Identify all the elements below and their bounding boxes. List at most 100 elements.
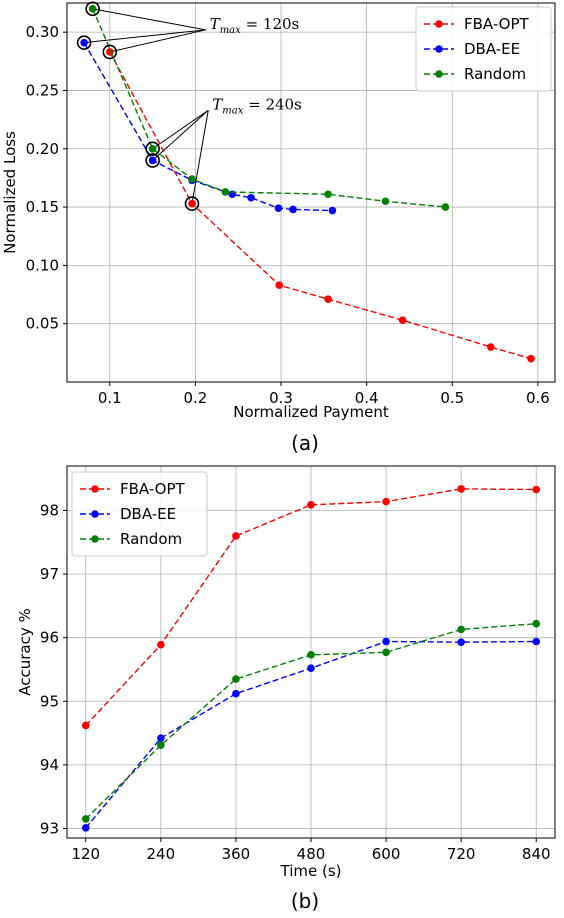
- data-point: [532, 485, 541, 494]
- y-tick-label: 96: [40, 629, 59, 647]
- legend-swatch-marker: [435, 70, 443, 78]
- x-tick-label: 480: [297, 845, 326, 863]
- data-point: [157, 734, 165, 742]
- data-point: [457, 638, 465, 646]
- data-point: [307, 664, 315, 673]
- annotation-text-rest: = 120s: [241, 15, 299, 33]
- circled-point-marker: [76, 35, 92, 50]
- data-point: [81, 815, 90, 823]
- y-tick-label: 0.10: [26, 256, 59, 274]
- x-tick-label: 0.4: [355, 389, 379, 407]
- x-tick-label: 0.5: [440, 389, 464, 407]
- data-point: [157, 741, 165, 749]
- x-tick-label: 360: [222, 845, 251, 863]
- legend-label: FBA-OPT: [120, 480, 186, 498]
- annotation-1: Tmax = 240s: [152, 95, 302, 204]
- x-tick-label: 720: [447, 845, 476, 863]
- legend-item-dba-ee: DBA-EE: [424, 40, 520, 58]
- data-point: [457, 485, 465, 493]
- data-point: [382, 648, 390, 657]
- y-tick-label: 98: [40, 502, 59, 520]
- y-axis-label: Accuracy %: [16, 608, 34, 696]
- data-point: [328, 206, 337, 215]
- x-axis-label: Time (s): [280, 862, 342, 880]
- x-tick-label: 0.1: [98, 389, 122, 407]
- x-axis-label: Normalized Payment: [233, 403, 389, 421]
- data-point: [80, 38, 88, 47]
- data-point: [232, 675, 240, 683]
- data-point: [441, 203, 450, 211]
- circled-point-marker: [145, 153, 160, 168]
- series-dba-ee: [80, 38, 337, 215]
- data-point: [221, 188, 230, 196]
- legend-item-random: Random: [424, 65, 526, 83]
- annotation-text-main: T: [212, 95, 223, 113]
- plot-frame: [66, 465, 556, 839]
- data-point: [188, 199, 196, 208]
- data-point: [275, 281, 284, 290]
- legend-item-fba-opt: FBA-OPT: [80, 480, 186, 498]
- data-point: [148, 156, 157, 165]
- x-tick-label: 240: [147, 845, 176, 863]
- data-point: [324, 295, 332, 304]
- y-tick-label: 0.30: [26, 23, 59, 41]
- panel-label: (a): [291, 431, 319, 455]
- data-point: [247, 193, 255, 202]
- y-tick-label: 97: [40, 565, 59, 583]
- data-point: [382, 637, 390, 646]
- series-line: [109, 51, 532, 360]
- data-point: [457, 625, 465, 634]
- legend-item-random: Random: [80, 530, 182, 548]
- data-point: [532, 637, 541, 646]
- annotation-leader-line: [191, 110, 209, 204]
- legend-box: [71, 471, 208, 557]
- annotation-text-rest: = 240s: [243, 95, 301, 113]
- annotation-leader-line: [109, 29, 206, 53]
- data-point: [382, 497, 390, 506]
- y-tick-label: 0.05: [26, 315, 59, 333]
- y-tick-label: 0.20: [26, 140, 59, 158]
- data-point: [289, 205, 297, 214]
- data-point: [81, 824, 90, 832]
- series-fba-opt: [81, 485, 541, 730]
- y-tick-label: 0.15: [26, 198, 59, 216]
- annotation-text: Tmax = 120s: [210, 15, 300, 36]
- legend-label: Random: [464, 65, 526, 83]
- y-tick-label: 95: [40, 692, 59, 710]
- legend: FBA-OPT DBA-EE Random: [71, 471, 208, 557]
- annotation-leader-line: [152, 109, 209, 150]
- legend-swatch-marker: [435, 20, 443, 28]
- annotation-leader-line: [84, 29, 206, 44]
- legend-box: [415, 6, 552, 92]
- y-tick-label: 94: [40, 756, 59, 774]
- y-tick-label: 0.25: [26, 81, 59, 99]
- chart-panel-a: 0.1 0.2 0.3 0.4 0.5 0.6 0.05 0.10 0.15 0.20 0.25 0.…: [1, 1, 556, 455]
- data-point: [274, 204, 283, 213]
- x-tick-label: 600: [372, 845, 401, 863]
- annotation-text-sub: max: [220, 25, 241, 36]
- circled-point-marker: [102, 44, 118, 60]
- y-tick-label: 93: [40, 819, 59, 837]
- x-tick-label: 840: [522, 845, 551, 863]
- x-tick-label: 0.6: [526, 389, 550, 407]
- legend-item-fba-opt: FBA-OPT: [424, 15, 530, 33]
- circled-point-marker: [145, 141, 160, 157]
- annotation-text: Tmax = 240s: [212, 95, 302, 116]
- series-dba-ee: [81, 637, 541, 832]
- data-point: [486, 343, 495, 351]
- chart-panel-b: 120 240 360 480 600 720 840 93 94 95 96 97 98 Time (s…: [16, 465, 556, 913]
- annotation-leader-line: [92, 8, 206, 31]
- data-point: [81, 721, 90, 730]
- legend-label: FBA-OPT: [464, 15, 530, 33]
- legend-swatch-marker: [91, 485, 99, 493]
- legend-swatch-marker: [91, 535, 99, 543]
- series-random: [81, 619, 541, 823]
- x-tick-label: 0.3: [269, 389, 293, 407]
- data-point: [188, 175, 196, 183]
- data-point: [232, 532, 240, 540]
- series-random: [88, 5, 450, 211]
- data-point: [148, 144, 157, 153]
- legend-swatch-marker: [91, 510, 99, 518]
- legend: FBA-OPT DBA-EE Random: [415, 6, 552, 92]
